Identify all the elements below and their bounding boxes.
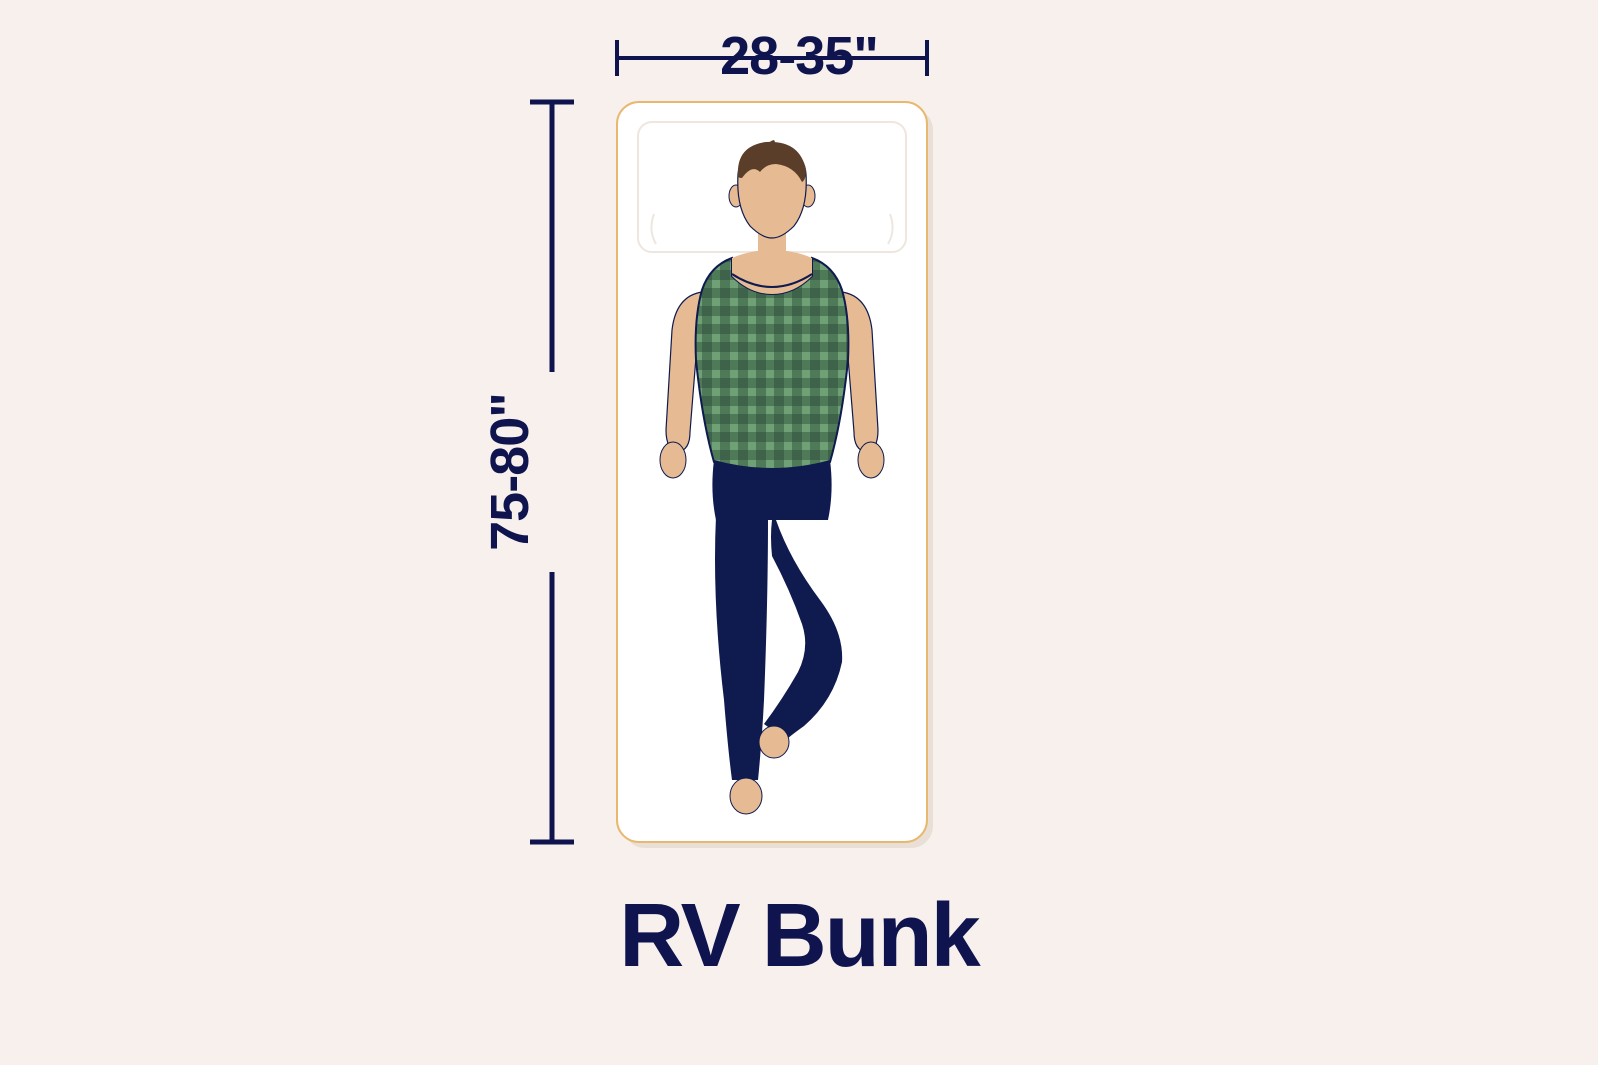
width-dimension-label: 28-35" <box>0 25 1598 87</box>
diagram-canvas: 28-35" 75-80" RV Bunk <box>0 0 1598 1065</box>
height-dimension-label: 75-80" <box>479 393 541 551</box>
title-label: RV Bunk <box>0 885 1598 988</box>
